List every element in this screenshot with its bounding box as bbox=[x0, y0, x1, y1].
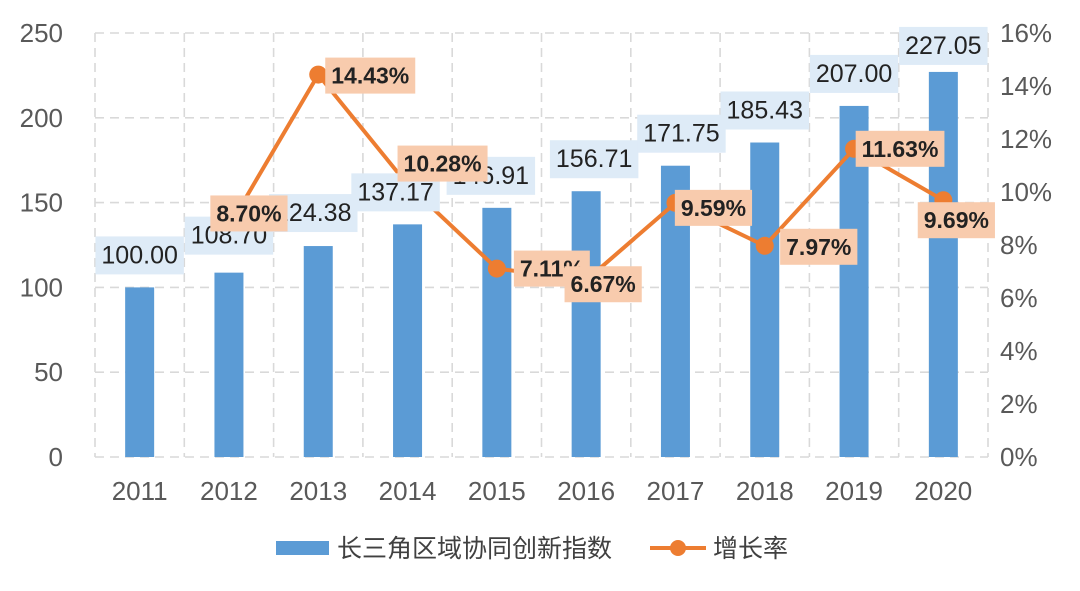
y-right-tick-label: 0% bbox=[1000, 442, 1038, 472]
y-left-tick-label: 50 bbox=[34, 357, 63, 387]
bar-data-label: 207.00 bbox=[816, 60, 892, 88]
line-data-label: 10.28% bbox=[404, 151, 482, 177]
bar-data-label: 171.75 bbox=[643, 120, 719, 148]
line-data-label: 6.67% bbox=[571, 271, 636, 297]
bar-data-label-bg bbox=[549, 140, 639, 179]
bar-data-label-bg bbox=[637, 114, 726, 153]
x-tick-label: 2020 bbox=[914, 476, 972, 506]
bar-data-label-bg bbox=[720, 91, 809, 130]
y-left-tick-label: 200 bbox=[20, 103, 63, 133]
bar-data-label: 227.05 bbox=[905, 32, 981, 60]
bar-data-label: 100.00 bbox=[101, 241, 177, 269]
bar-series bbox=[125, 71, 958, 457]
line-data-label-bg bbox=[855, 130, 945, 167]
x-tick-label: 2013 bbox=[289, 476, 347, 506]
line-data-labels: 8.70%14.43%10.28%7.11%6.67%9.59%7.97%11.… bbox=[210, 57, 995, 303]
y-right-tick-label: 8% bbox=[1000, 230, 1038, 260]
legend-line-marker bbox=[670, 540, 686, 556]
y-right-tick-label: 2% bbox=[1000, 389, 1038, 419]
line-data-label-bg bbox=[564, 266, 642, 303]
bar bbox=[303, 246, 333, 457]
line-data-label-bg bbox=[780, 228, 858, 265]
bar-data-label: 156.71 bbox=[556, 145, 632, 173]
y-right-tick-label: 12% bbox=[1000, 124, 1052, 154]
y-right-tick-label: 6% bbox=[1000, 283, 1038, 313]
y-right-tick-label: 14% bbox=[1000, 71, 1052, 101]
line-data-label-bg bbox=[325, 57, 416, 94]
bar bbox=[482, 207, 512, 457]
line-data-label: 8.70% bbox=[216, 200, 281, 226]
bar-data-label: 124.38 bbox=[275, 199, 351, 227]
x-tick-label: 2015 bbox=[468, 476, 526, 506]
bar-data-labels: 100.00108.70124.38137.17146.91156.71171.… bbox=[95, 26, 988, 275]
line-point bbox=[487, 259, 506, 278]
y-left-tick-label: 100 bbox=[20, 272, 63, 302]
bar bbox=[214, 272, 244, 457]
line-data-label: 7.97% bbox=[786, 234, 851, 260]
y-right-tick-label: 4% bbox=[1000, 336, 1038, 366]
line-data-label: 9.69% bbox=[924, 207, 989, 233]
bar bbox=[571, 191, 601, 457]
bar-data-label: 137.17 bbox=[357, 178, 433, 206]
axis-ticks: 0 50 100 150 200 250 0% 2% 4% 6% 8% 10% 12% 14% 16% 201… bbox=[20, 18, 1052, 506]
x-tick-label: 2014 bbox=[379, 476, 437, 506]
bar-data-label-bg bbox=[809, 54, 899, 93]
legend-bar-label: 长三角区域协同创新指数 bbox=[337, 534, 612, 563]
x-tick-label: 2012 bbox=[200, 476, 258, 506]
x-tick-label: 2019 bbox=[825, 476, 883, 506]
line-point bbox=[309, 65, 328, 84]
x-tick-label: 2011 bbox=[112, 476, 168, 506]
bar bbox=[125, 287, 155, 457]
y-right-tick-label: 10% bbox=[1000, 177, 1052, 207]
x-tick-label: 2017 bbox=[647, 476, 705, 506]
y-right-tick-label: 16% bbox=[1000, 18, 1052, 48]
line-data-label-bg bbox=[917, 202, 995, 239]
line-data-label: 14.43% bbox=[331, 63, 409, 89]
x-tick-label: 2018 bbox=[736, 476, 794, 506]
y-left-tick-label: 0 bbox=[49, 442, 63, 472]
line-data-label-bg bbox=[397, 145, 488, 182]
bar bbox=[393, 224, 423, 457]
x-tick-label: 2016 bbox=[557, 476, 615, 506]
line-point bbox=[755, 236, 774, 255]
line-data-label: 9.59% bbox=[681, 195, 746, 221]
legend: 长三角区域协同创新指数 增长率 bbox=[276, 534, 788, 563]
bar-data-label-bg bbox=[95, 236, 184, 275]
y-left-tick-label: 250 bbox=[20, 18, 63, 48]
line-data-label: 11.63% bbox=[862, 136, 939, 162]
bar-data-label-bg bbox=[899, 26, 988, 65]
line-data-label-bg bbox=[674, 189, 753, 226]
legend-bar-swatch bbox=[276, 541, 329, 555]
y-left-tick-label: 150 bbox=[20, 188, 63, 218]
bar-data-label: 185.43 bbox=[727, 97, 803, 125]
bar bbox=[928, 71, 958, 457]
legend-line-label: 增长率 bbox=[713, 534, 788, 563]
line-data-label-bg bbox=[210, 195, 288, 232]
bar bbox=[750, 142, 780, 457]
